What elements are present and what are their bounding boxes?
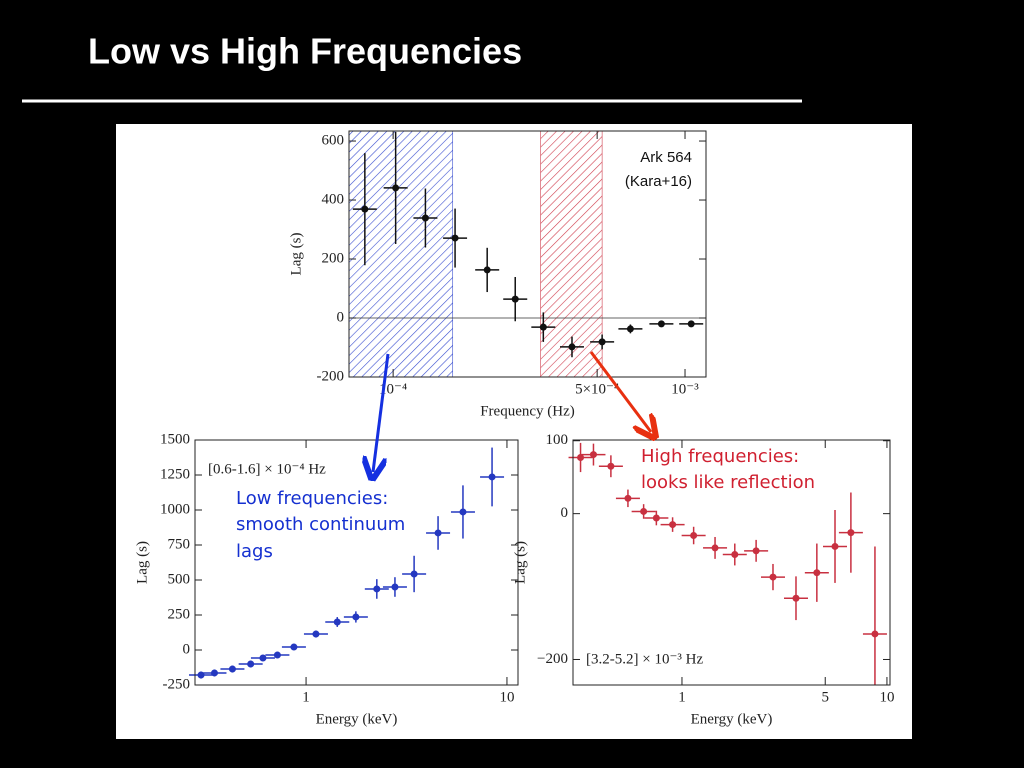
x-tick-label: 10	[879, 689, 894, 705]
point	[607, 462, 615, 470]
point	[539, 323, 547, 331]
plot-frame	[572, 439, 891, 686]
point	[657, 320, 665, 328]
point	[769, 573, 777, 581]
y-tick-label: 200	[322, 250, 345, 266]
y-tick-label: 100	[546, 432, 569, 448]
point	[598, 338, 606, 346]
point	[247, 660, 255, 668]
point	[421, 214, 429, 222]
point	[652, 514, 660, 522]
annotation: lags	[236, 541, 273, 562]
point	[483, 266, 491, 274]
x-tick-label: 1	[678, 689, 686, 705]
y-tick-label: 1000	[160, 501, 190, 517]
point	[640, 507, 648, 515]
shaded-band	[540, 131, 603, 377]
point	[459, 508, 467, 516]
y-tick-label: 0	[337, 309, 345, 325]
point	[568, 343, 576, 351]
point	[373, 585, 381, 593]
y-axis-label: Lag (s)	[288, 233, 304, 276]
figure-panel	[116, 124, 912, 739]
charts: -200 0 200 400 600 10⁻⁴ 5×10⁻⁴ 10⁻³ Frequency (H…	[134, 130, 894, 727]
y-tick-label: 750	[168, 536, 191, 552]
annotation: (Kara+16)	[625, 173, 692, 190]
plot-frame	[348, 130, 707, 378]
x-tick-label: 5	[821, 689, 829, 705]
y-tick-label: 1250	[160, 466, 190, 482]
point	[731, 550, 739, 558]
point	[410, 570, 418, 578]
point	[488, 473, 496, 481]
x-tick-label: 10⁻⁴	[379, 381, 407, 397]
chart: −200 0 100 1 5 10 Energy (keV) Lag (s)	[512, 432, 894, 727]
x-axis-label: Energy (keV)	[691, 711, 773, 727]
point	[711, 544, 719, 552]
chart: -200 0 200 400 600 10⁻⁴ 5×10⁻⁴ 10⁻³ Frequency (H…	[288, 130, 707, 419]
x-tick-label: 10⁻³	[671, 381, 699, 397]
annotation: Ark 564	[640, 149, 692, 166]
point	[624, 494, 632, 502]
x-tick-label: 5×10⁻⁴	[575, 381, 619, 397]
annotation: looks like reflection	[641, 472, 815, 493]
point	[752, 547, 760, 555]
annotation: smooth continuum	[236, 514, 405, 535]
y-tick-label: 600	[322, 132, 345, 148]
point	[669, 521, 677, 529]
y-tick-label: 1500	[160, 431, 190, 447]
chart: -250 0 250 500 750 1000 1250 1500 1 10 Energy (keV…	[134, 431, 519, 727]
point	[871, 630, 879, 638]
point	[361, 205, 369, 213]
y-tick-label: -250	[163, 676, 191, 692]
y-tick-label: 400	[322, 191, 345, 207]
point	[577, 454, 585, 461]
point	[831, 542, 839, 550]
point	[312, 630, 320, 638]
annotation: [0.6-1.6] × 10⁻⁴ Hz	[208, 461, 326, 477]
y-tick-label: 0	[183, 641, 191, 657]
point	[511, 295, 519, 303]
y-axis-label: Lag (s)	[512, 541, 528, 584]
y-tick-label: 500	[168, 571, 191, 587]
point	[392, 184, 400, 192]
y-tick-label: 250	[168, 606, 191, 622]
point	[228, 665, 236, 673]
x-tick-label: 1	[302, 689, 310, 705]
point	[290, 643, 298, 651]
point	[273, 651, 281, 659]
point	[333, 618, 341, 626]
y-tick-label: -200	[317, 368, 345, 384]
annotation: [3.2-5.2] × 10⁻³ Hz	[586, 651, 703, 667]
y-axis-label: Lag (s)	[134, 541, 150, 584]
annotation: High frequencies:	[641, 446, 799, 467]
point	[589, 451, 597, 459]
x-tick-label: 10	[499, 689, 514, 705]
point	[434, 529, 442, 537]
plot-frame	[194, 439, 519, 686]
point	[792, 594, 800, 602]
arrow	[373, 353, 390, 472]
point	[690, 532, 698, 540]
point	[626, 325, 634, 333]
point	[687, 320, 695, 328]
point	[259, 654, 267, 662]
y-tick-label: 0	[561, 505, 569, 521]
shaded-band	[349, 131, 454, 377]
y-tick-label: −200	[537, 651, 568, 667]
point	[847, 529, 855, 537]
slide-title: Low vs High Frequencies	[88, 31, 522, 72]
annotation: Low frequencies:	[236, 488, 388, 509]
x-axis-label: Frequency (Hz)	[480, 403, 575, 419]
point	[210, 669, 218, 677]
point	[813, 569, 821, 577]
x-axis-label: Energy (keV)	[316, 711, 398, 727]
point	[391, 583, 399, 591]
arrow	[589, 351, 651, 432]
point	[352, 613, 360, 621]
point	[451, 234, 459, 242]
